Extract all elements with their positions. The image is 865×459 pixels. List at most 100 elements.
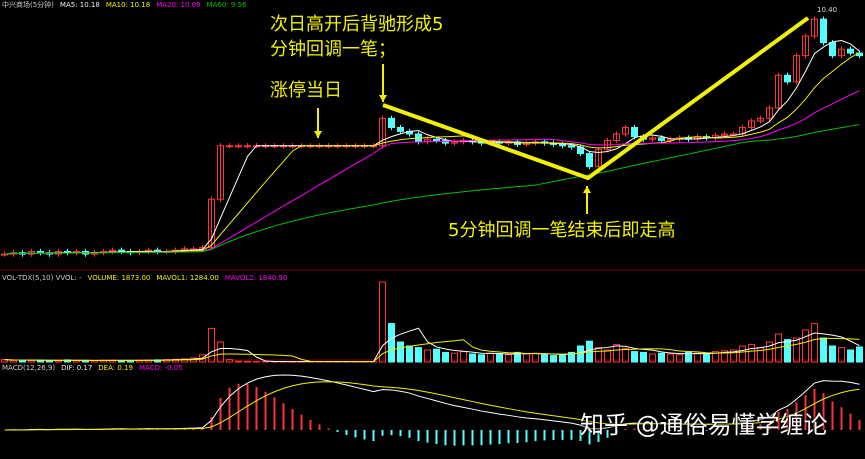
ma10-line xyxy=(4,51,860,255)
volume-bar xyxy=(28,360,35,363)
candle-body xyxy=(811,18,818,37)
candle-body xyxy=(721,133,728,136)
candle-body xyxy=(442,140,449,144)
volume-bar xyxy=(514,351,521,363)
volume-bar xyxy=(829,345,836,363)
dea-value: DEA: 0.19 xyxy=(98,364,133,372)
volume-bar xyxy=(379,281,386,363)
candle-body xyxy=(613,133,620,142)
volume-bar xyxy=(748,343,755,363)
dea-line xyxy=(4,381,860,431)
volume-bar xyxy=(451,352,458,363)
annotation-next-day: 次日高开后背驰形成5 分钟回调一笔； xyxy=(270,14,444,60)
volume-bar xyxy=(55,360,62,363)
volume-bar xyxy=(523,353,530,363)
volume-bar xyxy=(496,353,503,363)
ma5-value: MA5: 10.18 xyxy=(59,1,100,9)
candle-body xyxy=(451,141,458,144)
candle-body xyxy=(244,145,251,148)
candle-body xyxy=(829,42,836,57)
arrow-down-next-day-head xyxy=(379,95,387,102)
watermark: 知乎 @通俗易懂学缠论 xyxy=(580,411,828,439)
volume-value: VOLUME: 1873.00 xyxy=(87,274,151,282)
volume-bar xyxy=(703,353,710,363)
ma60-line xyxy=(4,124,860,255)
volume-bar xyxy=(667,353,674,363)
candle-body xyxy=(595,149,602,168)
annotation-bi-line xyxy=(382,16,810,181)
volume-bar xyxy=(793,337,800,363)
candle-body xyxy=(658,137,665,142)
volume-bar xyxy=(847,349,854,363)
candle-body xyxy=(775,74,782,109)
macd-indicator-name: MACD(12,26,9) xyxy=(2,364,56,372)
volume-bar xyxy=(226,359,233,363)
volume-bar xyxy=(559,354,566,363)
candle-body xyxy=(802,35,809,57)
candle-body xyxy=(568,145,575,148)
volume-bar xyxy=(838,347,845,363)
ma60-value: MA60: 9.56 xyxy=(206,1,247,9)
candle-body xyxy=(397,126,404,132)
volume-bar xyxy=(415,347,422,363)
macd-panel-header: MACD(12,26,9) DIF: 0.17 DEA: 0.19 MACD: -0.… xyxy=(2,364,189,372)
volume-bar xyxy=(595,347,602,363)
candle-body xyxy=(559,143,566,147)
ma10-value: MA10: 10.18 xyxy=(105,1,151,9)
volume-bar xyxy=(487,352,494,363)
candle-body xyxy=(217,145,224,200)
volume-bar xyxy=(397,341,404,363)
volume-indicator-name: VOL-TDX(5,10) VVOL: - xyxy=(2,274,82,282)
candle-body xyxy=(622,126,629,135)
mavol2-value: MAVOL2: 1840.90 xyxy=(224,274,288,282)
candle-body xyxy=(388,117,395,128)
volume-bar xyxy=(685,351,692,363)
volume-bar xyxy=(505,354,512,363)
arrow-up-pullback-end-head xyxy=(583,186,591,193)
candle-body xyxy=(766,107,773,119)
volume-bar xyxy=(676,354,683,363)
volume-bar xyxy=(406,345,413,363)
volume-bar xyxy=(469,353,476,363)
volume-bar xyxy=(217,341,224,363)
candle-body xyxy=(748,120,755,128)
volume-bar xyxy=(478,354,485,363)
volume-bar xyxy=(658,352,665,363)
volume-bar xyxy=(604,349,611,363)
volume-bar xyxy=(721,350,728,363)
volume-bar xyxy=(631,351,638,363)
volume-bar xyxy=(577,345,584,363)
volume-bar xyxy=(730,349,737,363)
volume-bar xyxy=(244,360,251,363)
annotation-pullback-end: 5分钟回调一笔结束后即走高 xyxy=(448,220,676,241)
volume-bar xyxy=(568,351,575,363)
volume-bar xyxy=(784,339,791,363)
volume-bar xyxy=(811,323,818,363)
volume-bar xyxy=(802,329,809,363)
candle-body xyxy=(847,48,854,54)
candle-body xyxy=(118,249,125,252)
candle-body xyxy=(793,55,800,83)
ma20-line xyxy=(4,90,860,255)
high-price-label: 10.40 xyxy=(817,6,838,14)
volume-bar xyxy=(694,352,701,363)
volume-bar xyxy=(424,349,431,363)
stock-name: 中兴商场(5分钟) xyxy=(2,1,54,9)
volume-bar xyxy=(712,351,719,363)
volume-bar xyxy=(649,353,656,363)
candle-body xyxy=(820,18,827,44)
volume-bar xyxy=(532,352,539,363)
volume-bar xyxy=(856,346,863,363)
volume-panel-header: VOL-TDX(5,10) VVOL: - VOLUME: 1873.00 MAVO… xyxy=(2,274,293,282)
candle-body xyxy=(208,198,215,249)
volume-bar xyxy=(433,348,440,363)
candle-body xyxy=(838,48,845,57)
candle-body xyxy=(433,138,440,142)
candle-body xyxy=(784,74,791,83)
volume-bar xyxy=(739,345,746,363)
candle-body xyxy=(379,117,386,147)
mavol1-value: MAVOL1: 1284.00 xyxy=(156,274,219,282)
volume-bar xyxy=(208,327,215,363)
